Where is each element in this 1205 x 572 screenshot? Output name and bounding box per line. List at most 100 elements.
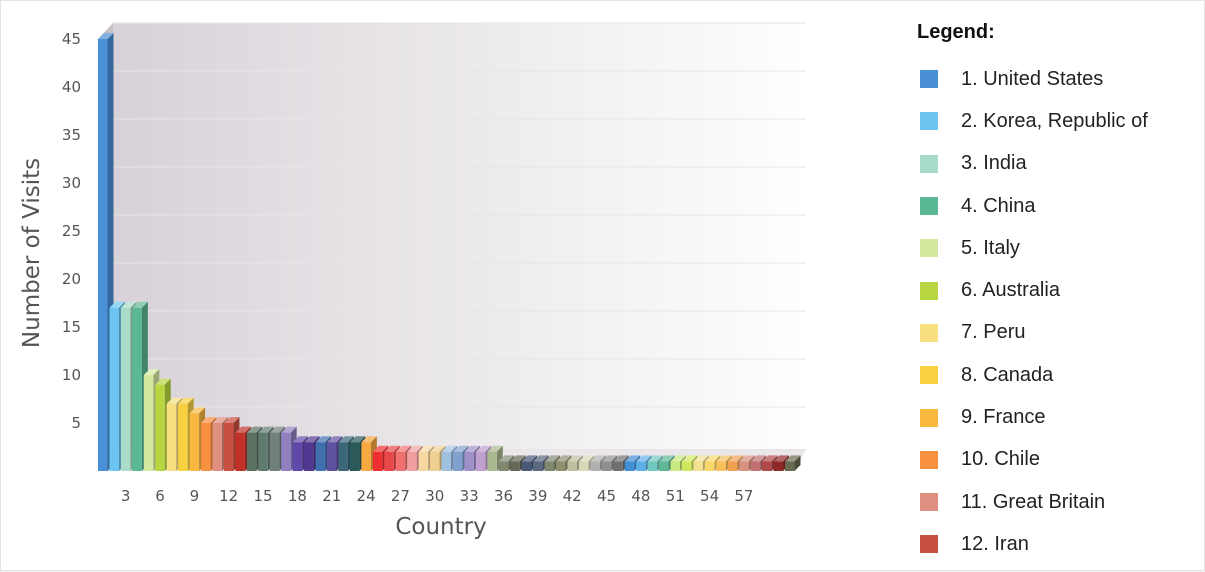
legend-label: 9. France: [961, 406, 1046, 429]
bar-face: [659, 461, 669, 471]
bar-top: [590, 455, 606, 462]
y-tick-label: 15: [62, 318, 81, 336]
bar-face: [464, 451, 474, 471]
bar-face: [212, 423, 222, 471]
legend-swatch: [920, 112, 938, 131]
legend-label: 4. China: [961, 194, 1036, 217]
bar-face: [441, 451, 451, 471]
bar-top: [556, 455, 572, 462]
legend-label: 7. Peru: [961, 321, 1026, 344]
bar-top: [178, 397, 194, 404]
bar-top: [349, 436, 366, 443]
bar-top: [762, 455, 778, 462]
bar-face: [521, 461, 532, 471]
bar-face: [166, 403, 177, 471]
bar-top: [441, 445, 457, 452]
bar-top: [246, 426, 263, 433]
bar-top: [475, 445, 492, 452]
legend-swatch: [920, 239, 938, 258]
bar-top: [372, 445, 389, 452]
bar-face: [155, 384, 165, 471]
x-tick-label: 9: [190, 487, 200, 505]
x-tick-label: 42: [563, 487, 582, 505]
bar-face: [372, 451, 383, 471]
bar-top: [418, 445, 435, 452]
legend: Legend: 1. United States 2. Korea, Repub…: [917, 21, 1202, 566]
bar-top: [98, 33, 114, 39]
x-tick-label: 6: [155, 487, 165, 505]
x-tick-label: 24: [357, 487, 376, 505]
bar-face: [544, 461, 555, 471]
bar-top: [613, 455, 629, 462]
bar-top: [659, 455, 675, 462]
bar-face: [349, 442, 360, 471]
bar-face: [361, 442, 371, 471]
bar-face: [338, 442, 348, 471]
bar-face: [739, 461, 749, 471]
bar-face: [601, 461, 612, 471]
bar-face: [613, 461, 623, 471]
bar-top: [487, 445, 503, 452]
bar-face: [704, 461, 715, 471]
legend-swatch: [920, 535, 938, 554]
x-tick-label: 27: [391, 487, 410, 505]
legend-item: 12. Iran: [917, 523, 1202, 565]
bar-face: [487, 451, 497, 471]
bar-top: [464, 445, 480, 452]
bar-face: [223, 423, 234, 471]
y-tick-label: 10: [62, 366, 81, 384]
legend-label: 1. United States: [961, 67, 1104, 90]
bar-face: [418, 451, 429, 471]
bar-face: [510, 461, 520, 471]
legend-item: 6. Australia: [917, 269, 1202, 311]
bar-face: [178, 403, 188, 471]
bar-top: [521, 455, 538, 462]
bar-top: [384, 445, 400, 452]
bar-face: [281, 432, 291, 471]
y-tick-label: 35: [62, 126, 81, 144]
legend-label: 2. Korea, Republic of: [961, 109, 1148, 132]
bar-face: [693, 461, 703, 471]
x-axis-ticks: 3 6 9 12 15 18 21 24 27 30 33 36 39 42 45 48 51 54 57: [121, 487, 754, 505]
legend-items: 1. United States 2. Korea, Republic of 3…: [917, 58, 1202, 566]
bar-top: [452, 445, 469, 452]
bar-top: [636, 455, 652, 462]
bar-top: [212, 417, 228, 423]
bar-face: [395, 451, 406, 471]
x-tick-label: 57: [734, 487, 753, 505]
legend-item: 4. China: [917, 185, 1202, 227]
bar-top: [567, 455, 583, 462]
legend-swatch: [920, 281, 938, 300]
legend-item: 9. France: [917, 396, 1202, 438]
x-tick-label: 30: [425, 487, 444, 505]
bar-face: [315, 442, 326, 471]
legend-item: 8. Canada: [917, 354, 1202, 396]
y-tick-label: 25: [62, 222, 81, 240]
grid-lines: [113, 22, 806, 408]
legend-swatch: [920, 197, 938, 216]
x-tick-label: 18: [288, 487, 307, 505]
bar-top: [338, 436, 354, 443]
bar-face: [120, 307, 131, 471]
x-tick-label: 33: [460, 487, 479, 505]
bars-group: [98, 33, 801, 471]
bar-top: [670, 455, 686, 462]
legend-item: 7. Peru: [917, 312, 1202, 354]
legend-swatch: [920, 154, 938, 173]
bar-top: [693, 455, 709, 462]
bar-face: [452, 451, 463, 471]
legend-title: Legend:: [917, 21, 995, 43]
y-axis-title: Number of Visits: [19, 158, 45, 348]
legend-label: 12. Iran: [961, 532, 1029, 555]
bar-face: [590, 461, 600, 471]
bar-face: [785, 461, 795, 471]
bar-top: [201, 417, 217, 423]
x-tick-label: 21: [322, 487, 341, 505]
legend-swatch: [920, 408, 938, 427]
bar-top: [166, 397, 183, 404]
legend-swatch: [920, 493, 938, 512]
bar-top: [407, 445, 423, 452]
bar-face: [556, 461, 566, 471]
bar-face: [98, 39, 108, 471]
